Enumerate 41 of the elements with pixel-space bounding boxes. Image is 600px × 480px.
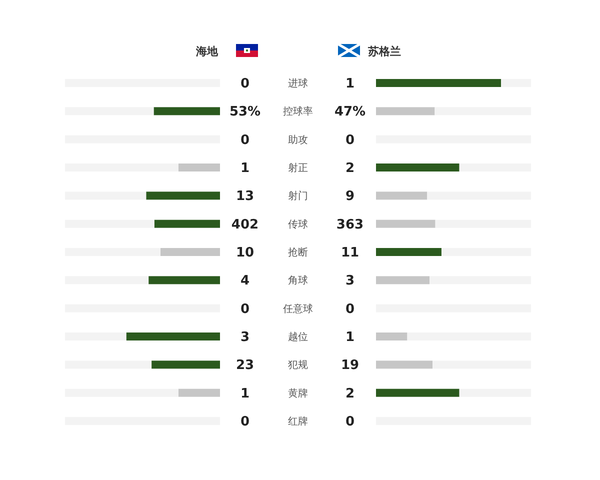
data-label: 13 bbox=[236, 189, 254, 204]
data-label: 4 bbox=[240, 274, 250, 289]
category-label: 控球率 bbox=[283, 106, 313, 118]
data-label: 0 bbox=[345, 414, 355, 430]
data-label: 53% bbox=[229, 104, 261, 120]
data-label: 9 bbox=[345, 189, 355, 204]
category-label: 射门 bbox=[288, 190, 308, 202]
data-label: 2 bbox=[345, 161, 355, 176]
data-label: 11 bbox=[340, 246, 360, 260]
data-label: 1 bbox=[345, 76, 355, 92]
category-label: 传球 bbox=[288, 218, 308, 230]
category-label: 任意球 bbox=[282, 302, 313, 315]
category-label: 犯规 bbox=[288, 359, 308, 372]
data-label: 10 bbox=[236, 246, 254, 260]
data-label: 23 bbox=[236, 358, 254, 374]
data-label: 19 bbox=[340, 358, 360, 374]
data-label: 0 bbox=[345, 302, 355, 317]
category-label: 红牌 bbox=[288, 416, 308, 428]
category-label: 黄牌 bbox=[288, 387, 308, 400]
category-label: 助攻 bbox=[288, 134, 308, 146]
category-label: 越位 bbox=[288, 331, 308, 343]
data-label: 0 bbox=[345, 132, 355, 148]
data-label: 0 bbox=[240, 132, 250, 148]
data-label: 363 bbox=[336, 217, 364, 232]
data-label: 2 bbox=[345, 386, 355, 402]
category-label: 进球 bbox=[288, 78, 308, 90]
legend-label: 苏格兰 bbox=[367, 45, 401, 58]
data-label: 1 bbox=[240, 161, 250, 176]
category-label: 角球 bbox=[288, 274, 308, 287]
text: 海地 bbox=[195, 45, 219, 58]
data-label: 0 bbox=[240, 414, 250, 430]
category-label: 抢断 bbox=[288, 246, 308, 258]
data-label: 0 bbox=[240, 302, 250, 317]
data-label: 0 bbox=[240, 76, 250, 92]
category-label: 射正 bbox=[288, 162, 308, 174]
data-label: 402 bbox=[231, 217, 259, 232]
data-label: 47% bbox=[334, 104, 366, 120]
data-label: 3 bbox=[240, 330, 250, 345]
data-label: 1 bbox=[345, 330, 355, 345]
data-label: 3 bbox=[345, 274, 355, 289]
data-label: 1 bbox=[240, 386, 250, 402]
